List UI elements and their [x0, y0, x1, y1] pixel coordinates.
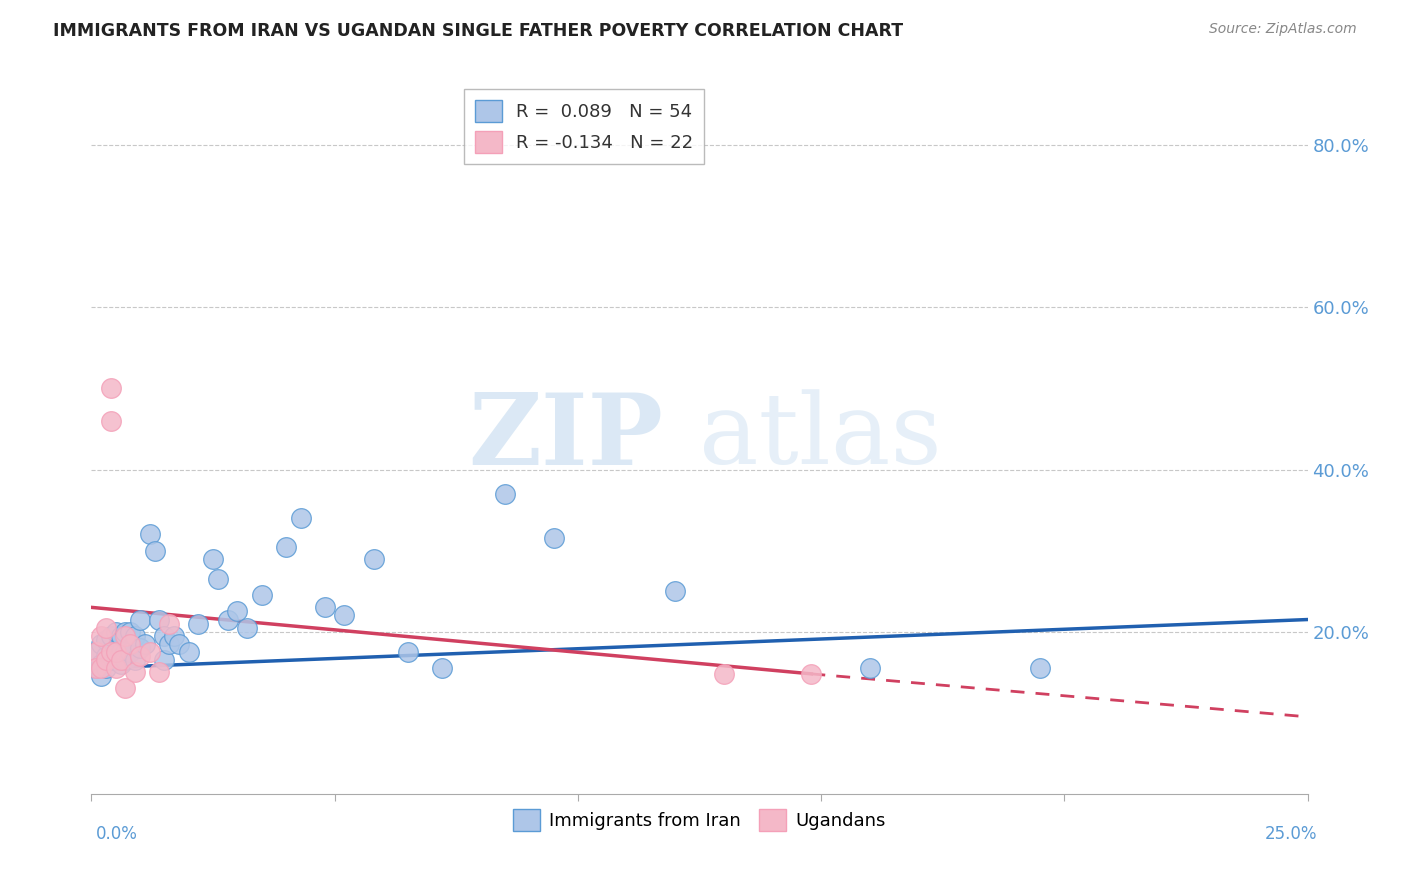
- Point: [100, 645, 122, 659]
- Point: [167, 637, 190, 651]
- Point: [202, 551, 225, 566]
- Point: [543, 532, 565, 546]
- Point: [104, 645, 127, 659]
- Point: [94, 653, 117, 667]
- Point: [1029, 661, 1052, 675]
- Point: [94, 632, 117, 647]
- Point: [100, 653, 122, 667]
- Point: [94, 648, 117, 663]
- Point: [114, 653, 136, 667]
- Point: [114, 629, 136, 643]
- Point: [124, 665, 146, 680]
- Point: [129, 640, 152, 655]
- Text: IMMIGRANTS FROM IRAN VS UGANDAN SINGLE FATHER POVERTY CORRELATION CHART: IMMIGRANTS FROM IRAN VS UGANDAN SINGLE F…: [53, 22, 904, 40]
- Legend: Immigrants from Iran, Ugandans: Immigrants from Iran, Ugandans: [506, 802, 893, 838]
- Point: [217, 613, 239, 627]
- Point: [139, 527, 162, 541]
- Point: [290, 511, 312, 525]
- Point: [396, 645, 419, 659]
- Point: [100, 414, 122, 428]
- Point: [104, 653, 127, 667]
- Point: [110, 657, 132, 672]
- Point: [120, 624, 142, 639]
- Point: [129, 613, 152, 627]
- Point: [104, 624, 127, 639]
- Point: [157, 616, 180, 631]
- Point: [100, 629, 122, 643]
- Point: [163, 629, 186, 643]
- Point: [430, 661, 453, 675]
- Point: [250, 588, 273, 602]
- Point: [84, 645, 107, 659]
- Text: ZIP: ZIP: [468, 389, 664, 485]
- Point: [177, 645, 200, 659]
- Point: [110, 653, 132, 667]
- Point: [134, 637, 156, 651]
- Point: [114, 624, 136, 639]
- Point: [800, 666, 823, 681]
- Point: [114, 681, 136, 696]
- Point: [120, 645, 142, 659]
- Point: [84, 661, 107, 675]
- Point: [90, 669, 112, 683]
- Point: [157, 637, 180, 651]
- Point: [110, 629, 132, 643]
- Point: [94, 621, 117, 635]
- Text: atlas: atlas: [699, 389, 942, 485]
- Point: [148, 613, 170, 627]
- Point: [90, 629, 112, 643]
- Point: [153, 653, 176, 667]
- Point: [124, 653, 146, 667]
- Point: [333, 608, 356, 623]
- Point: [664, 584, 686, 599]
- Point: [494, 487, 516, 501]
- Point: [84, 661, 107, 675]
- Point: [124, 629, 146, 643]
- Point: [139, 645, 162, 659]
- Point: [713, 666, 735, 681]
- Point: [314, 600, 336, 615]
- Point: [859, 661, 882, 675]
- Point: [148, 665, 170, 680]
- Point: [90, 661, 112, 675]
- Point: [104, 661, 127, 675]
- Point: [153, 629, 176, 643]
- Point: [114, 645, 136, 659]
- Point: [236, 621, 259, 635]
- Point: [129, 648, 152, 663]
- Point: [110, 645, 132, 659]
- Point: [120, 637, 142, 651]
- Text: Source: ZipAtlas.com: Source: ZipAtlas.com: [1209, 22, 1357, 37]
- Point: [363, 551, 385, 566]
- Point: [90, 657, 112, 672]
- Point: [84, 645, 107, 659]
- Point: [100, 381, 122, 395]
- Point: [274, 540, 297, 554]
- Text: 25.0%: 25.0%: [1265, 825, 1317, 843]
- Point: [90, 637, 112, 651]
- Point: [187, 616, 209, 631]
- Point: [143, 543, 166, 558]
- Point: [100, 645, 122, 659]
- Point: [207, 572, 229, 586]
- Text: 0.0%: 0.0%: [96, 825, 138, 843]
- Point: [226, 604, 249, 618]
- Point: [94, 661, 117, 675]
